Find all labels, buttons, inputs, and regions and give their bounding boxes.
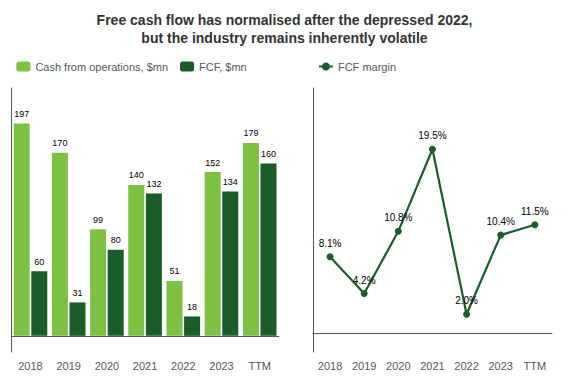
svg-text:but the industry remains inher: but the industry remains inherently vola… (141, 30, 427, 46)
svg-text:2019: 2019 (352, 360, 376, 372)
svg-text:2022: 2022 (454, 360, 478, 372)
svg-text:80: 80 (111, 235, 121, 245)
svg-text:2020: 2020 (386, 360, 410, 372)
svg-text:170: 170 (52, 138, 67, 148)
svg-text:Free cash flow has normalised: Free cash flow has normalised after the … (97, 12, 473, 28)
svg-text:Cash from operations, $mn: Cash from operations, $mn (35, 61, 168, 73)
svg-text:18: 18 (187, 302, 197, 312)
svg-text:2022: 2022 (171, 360, 195, 372)
svg-text:2020: 2020 (95, 360, 119, 372)
svg-text:FCF, $mn: FCF, $mn (199, 61, 247, 73)
svg-text:179: 179 (243, 128, 258, 138)
svg-text:2.0%: 2.0% (455, 295, 478, 306)
svg-text:2018: 2018 (18, 360, 42, 372)
svg-text:19.5%: 19.5% (418, 130, 446, 141)
svg-text:160: 160 (261, 149, 276, 159)
svg-text:60: 60 (34, 257, 44, 267)
svg-text:TTM: TTM (248, 360, 271, 372)
svg-text:152: 152 (205, 158, 220, 168)
svg-text:2021: 2021 (133, 360, 157, 372)
svg-text:2021: 2021 (420, 360, 444, 372)
svg-text:10.8%: 10.8% (384, 212, 412, 223)
svg-text:8.1%: 8.1% (319, 238, 342, 249)
svg-text:140: 140 (129, 170, 144, 180)
svg-text:2018: 2018 (318, 360, 342, 372)
svg-text:51: 51 (169, 266, 179, 276)
svg-text:FCF margin: FCF margin (338, 61, 396, 73)
svg-text:2023: 2023 (209, 360, 233, 372)
svg-text:134: 134 (223, 177, 238, 187)
svg-text:4.2%: 4.2% (353, 275, 376, 286)
svg-text:99: 99 (93, 215, 103, 225)
svg-text:10.4%: 10.4% (487, 216, 515, 227)
svg-text:2023: 2023 (488, 360, 512, 372)
svg-text:TTM: TTM (524, 360, 547, 372)
svg-text:197: 197 (14, 109, 29, 119)
svg-text:31: 31 (72, 288, 82, 298)
svg-text:11.5%: 11.5% (521, 206, 549, 217)
svg-text:2019: 2019 (56, 360, 80, 372)
svg-text:132: 132 (146, 179, 161, 189)
